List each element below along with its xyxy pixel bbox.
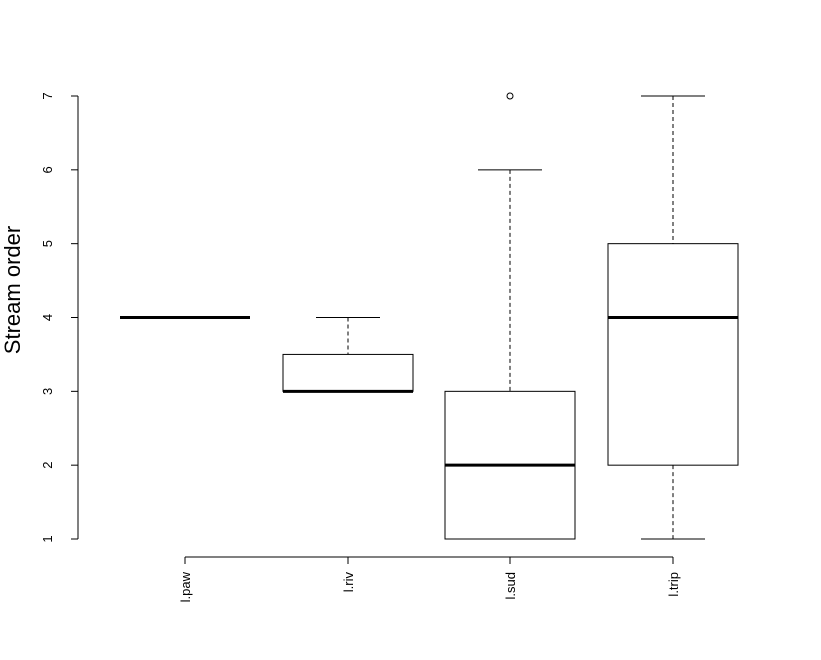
y-tick-label-1: 1 [40, 535, 55, 542]
y-axis: 1 2 3 4 5 6 7 [40, 92, 79, 543]
y-tick-label-2: 2 [40, 462, 55, 469]
x-tick-label-l.sud: l.sud [503, 572, 518, 599]
y-axis-label: Stream order [0, 226, 25, 354]
box-rect-l.trip [607, 243, 739, 466]
y-tick-label-6: 6 [40, 166, 55, 173]
boxes-group [120, 92, 739, 540]
y-tick-label-7: 7 [40, 92, 55, 99]
box-rect-l.riv [282, 353, 414, 392]
box-l.trip [607, 95, 739, 540]
x-tick-label-l.paw: l.paw [178, 571, 193, 602]
x-axis: l.paw l.riv l.sud l.trip [178, 556, 681, 602]
box-l.riv [282, 317, 414, 393]
x-tick-label-l.trip: l.trip [666, 572, 681, 597]
y-tick-label-5: 5 [40, 240, 55, 247]
y-tick-label-4: 4 [40, 314, 55, 321]
box-l.sud [444, 92, 576, 540]
x-tick-label-l.riv: l.riv [341, 572, 356, 593]
y-tick-label-3: 3 [40, 388, 55, 395]
outlier-l.sud-0 [506, 92, 514, 100]
